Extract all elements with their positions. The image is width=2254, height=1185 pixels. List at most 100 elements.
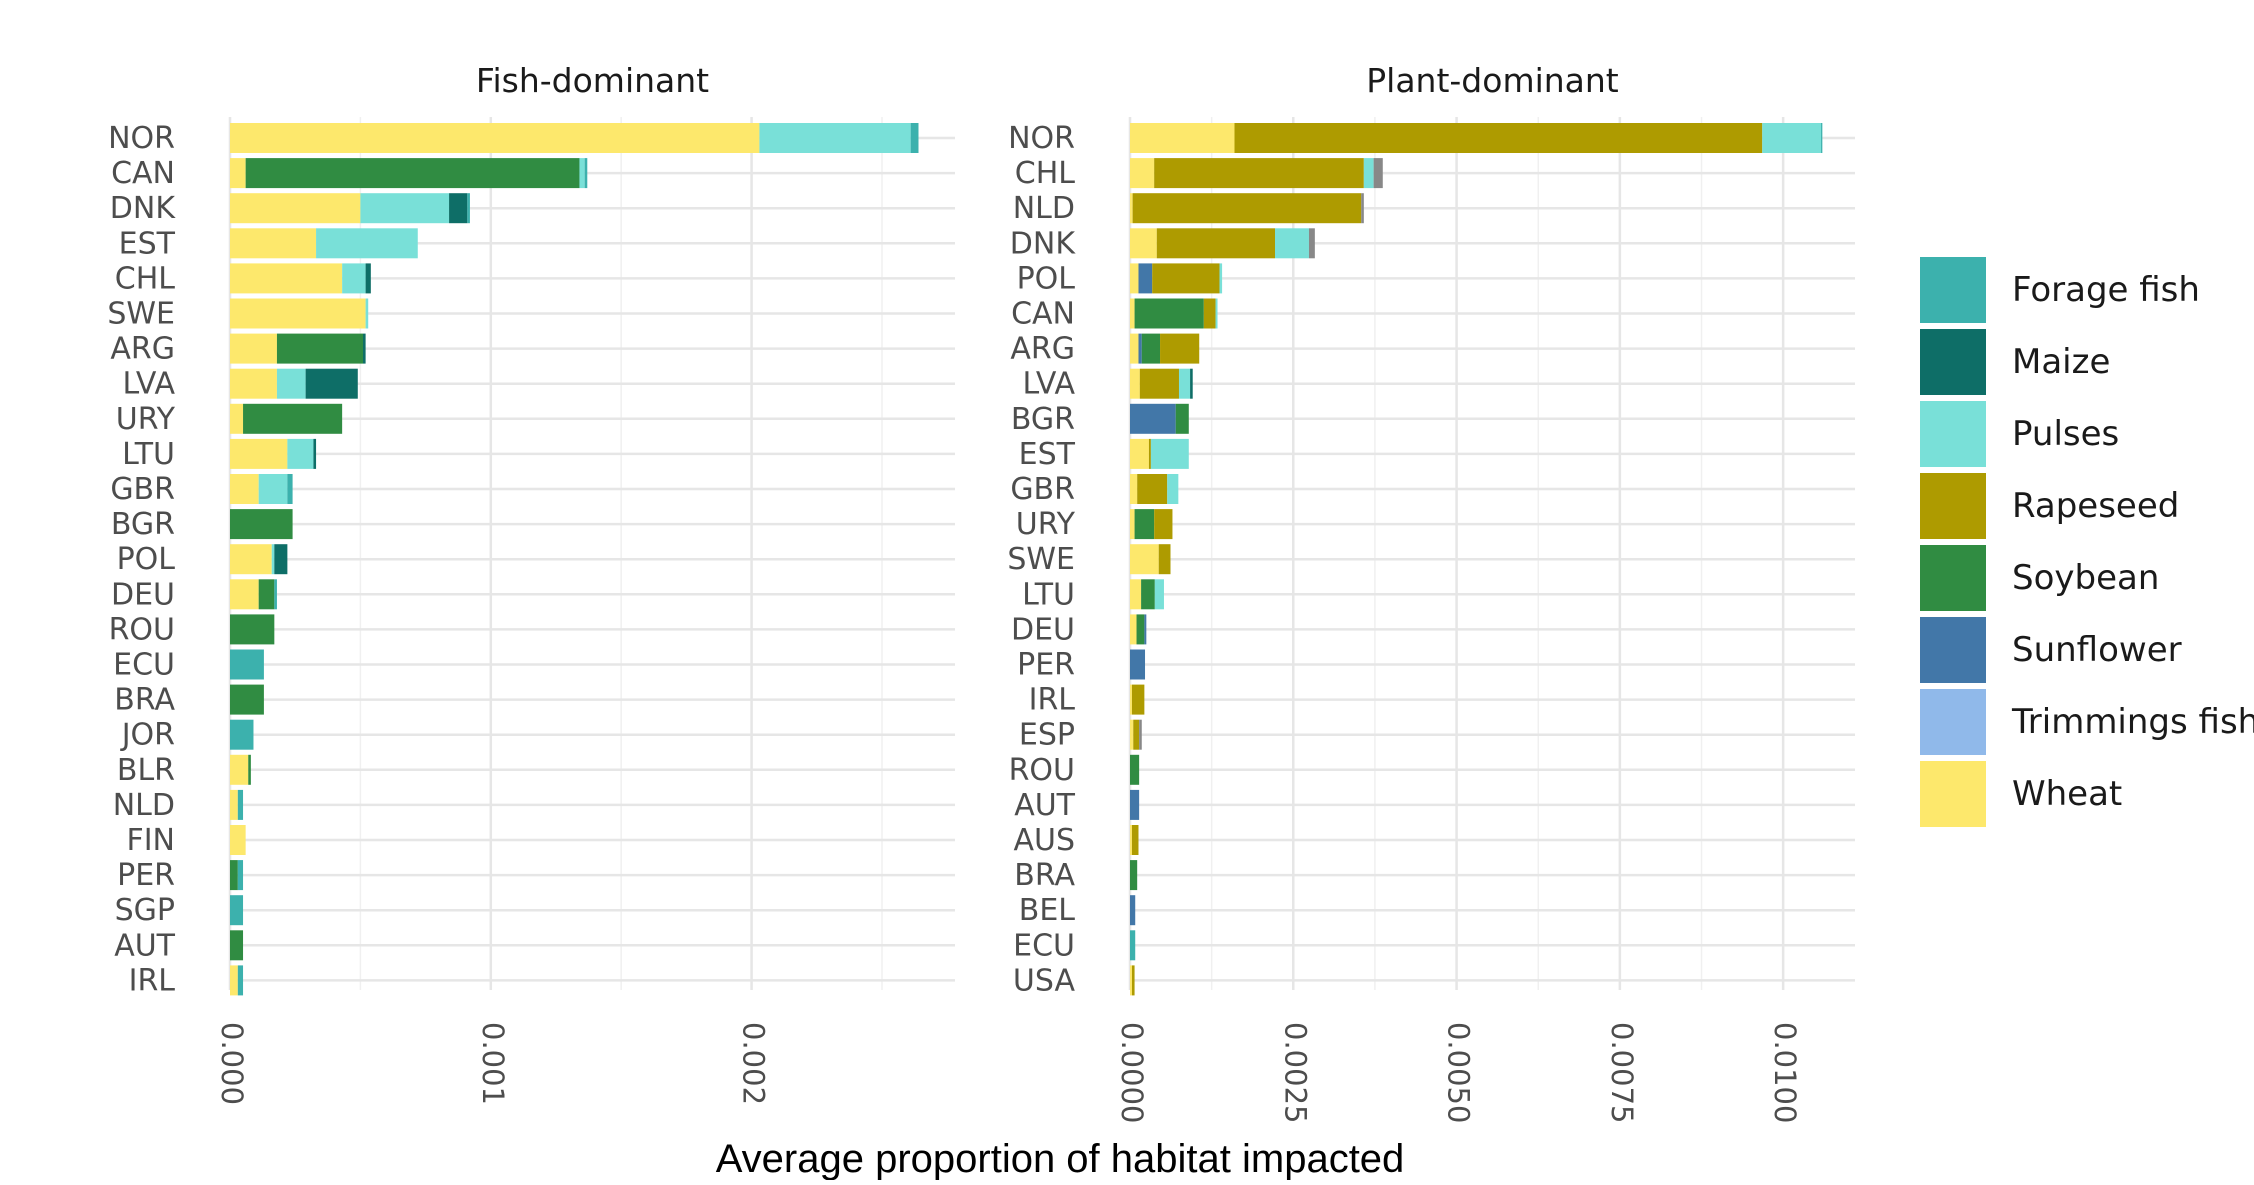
y-tick-label-pol: POL [117,542,176,577]
bar-segment-nor-pulses [1762,123,1822,153]
bar-segment-dnk-wheat [230,193,361,224]
bar-segment-est-pulses [316,228,418,259]
bar-segment-ltu-pulses [1154,579,1164,610]
bar-segment-arg-maize [363,333,366,364]
x-tick-label: 0.001 [476,1022,510,1105]
legend-label-rapeseed: Rapeseed [2012,486,2179,526]
y-tick-label-nld: NLD [113,788,175,823]
bar-segment-gbr-pulses [1167,474,1179,504]
y-tick-label-gbr: GBR [1010,472,1075,507]
bar-segment-chl-wheat [230,263,343,294]
legend-label-trimmings-fish: Trimmings fish [2011,702,2254,742]
y-tick-label-per: PER [1017,648,1075,683]
bar-segment-rou-soybean [1130,754,1140,785]
bar-segment-can-forage-fish [584,158,588,189]
y-tick-label-swe: SWE [1007,542,1075,577]
bar-segment-ltu-wheat [230,438,288,469]
bar-segment-chl-other [1373,158,1383,189]
bar-segment-can-wheat [230,158,246,189]
bar-segment-arg-soybean [276,333,364,364]
bar-segment-ury-rapeseed [1154,509,1173,540]
bar-segment-deu-soybean [258,579,275,610]
bar-segment-est-rapeseed [1148,438,1151,469]
y-tick-label-jor: JOR [120,718,175,753]
bar-segment-pol-wheat [1130,263,1139,294]
bar-segment-aus-rapeseed [1131,825,1139,855]
legend-swatch-pulses [1920,401,1986,467]
bar-segment-lva-rapeseed [1139,368,1179,399]
bar-segment-gbr-wheat [230,474,259,504]
bar-segment-dnk-rapeseed [1156,228,1275,259]
bar-segment-est-wheat [1130,438,1149,469]
y-tick-label-aut: AUT [114,928,175,963]
y-tick-label-ecu: ECU [113,648,175,683]
y-tick-label-deu: DEU [111,577,175,612]
panel-title: Fish-dominant [476,61,709,100]
legend-label-forage-fish: Forage fish [2012,270,2200,310]
bar-segment-nor-pulses [759,123,911,153]
y-tick-label-blr: BLR [117,753,175,788]
bar-segment-esp-wheat [1130,719,1134,750]
bar-segment-bgr-soybean [230,509,293,540]
bar-segment-pol-pulses [1219,263,1223,294]
bar-segment-chl-maize [365,263,371,294]
bar-segment-can-pulses [579,158,585,189]
x-tick-label: 0.0000 [1115,1022,1149,1123]
bar-segment-gbr-rapeseed [1137,474,1168,504]
bar-segment-per-soybean [230,860,238,891]
bar-segment-lva-wheat [230,368,277,399]
bar-segment-deu-sunflower [1144,614,1147,645]
bar-segment-pol-sunflower [1138,263,1153,294]
y-tick-label-chl: CHL [1015,156,1076,191]
bar-segment-gbr-wheat [1130,474,1138,504]
y-tick-label-ecu: ECU [1013,928,1075,963]
bar-segment-arg-soybean [1141,333,1161,364]
bar-segment-deu-soybean [1136,614,1145,645]
bar-segment-ury-soybean [1134,509,1155,540]
y-tick-label-pol: POL [1017,261,1076,296]
y-tick-label-swe: SWE [107,297,175,332]
bar-segment-pol-wheat [230,544,272,575]
x-tick-label: 0.0050 [1442,1022,1476,1123]
panel-fish-dominant: Fish-dominant NORCANDNKESTCHLSWEARGLVAURY… [107,61,955,1105]
bar-segment-sgp-forage-fish [230,895,244,926]
legend-swatch-soybean [1920,545,1986,611]
bar-segment-nor-wheat [230,123,760,153]
bar-segment-irl-rapeseed [1131,684,1145,715]
bar-segment-bgr-sunflower [1130,403,1176,434]
bar-segment-aut-sunflower [1130,789,1140,820]
bar-segment-gbr-forage-fish [287,474,293,504]
bar-segment-nor-rapeseed [1234,123,1763,153]
bar-segment-per-sunflower [1130,649,1146,680]
y-tick-label-bel: BEL [1019,893,1076,928]
bar-segment-ury-soybean [243,403,343,434]
x-tick-label: 0.0075 [1605,1022,1639,1123]
legend-swatch-maize [1920,329,1986,395]
y-tick-label-ury: URY [116,402,176,437]
bar-segment-bgr-soybean [1175,403,1189,434]
legend-swatch-trimmings-fish [1920,689,1986,755]
bar-segment-lva-maize [1190,368,1193,399]
bar-segment-blr-soybean [248,754,251,785]
y-tick-label-rou: ROU [1009,753,1075,788]
bar-segment-lva-pulses [1178,368,1191,399]
bar-segment-irl-wheat [230,965,238,996]
x-axis-title: Average proportion of habitat impacted [716,1137,1405,1180]
bar-segment-chl-rapeseed [1154,158,1364,189]
bar-segment-swe-pulses [365,298,369,329]
legend-label-wheat: Wheat [2012,774,2122,814]
bar-segment-per-forage-fish [237,860,244,891]
y-tick-label-bra: BRA [114,683,175,718]
bar-segment-can-wheat [1130,298,1135,329]
bar-segment-bel-sunflower [1130,895,1136,926]
bar-segment-irl-forage-fish [237,965,244,996]
y-tick-label-nor: NOR [1008,121,1075,156]
bar-segment-ltu-soybean [1141,579,1155,610]
bar-segment-nld-other [1361,193,1364,224]
y-tick-label-rou: ROU [109,612,175,647]
bar-segment-dnk-pulses [360,193,450,224]
bar-segment-chl-wheat [1130,158,1155,189]
bar-segment-chl-pulses [342,263,366,294]
